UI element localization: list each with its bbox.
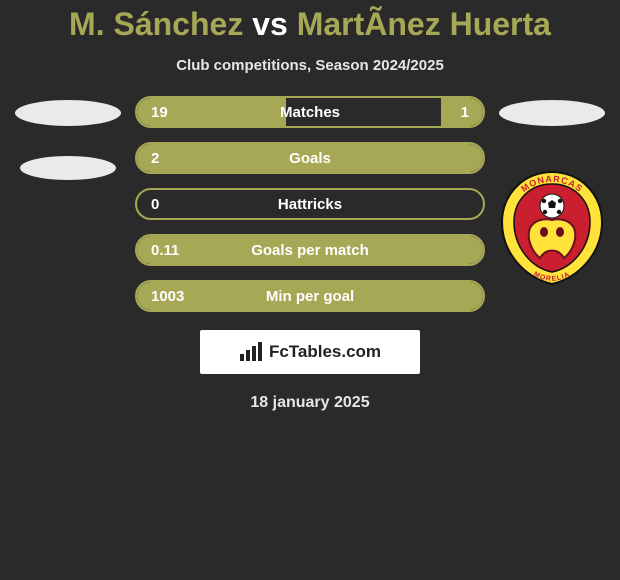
stat-row: 2Goals bbox=[135, 142, 485, 174]
page-title: M. Sánchez vs MartÃ­nez Huerta bbox=[69, 6, 551, 43]
right-side-imagery: MONARCAS MORELIA bbox=[492, 96, 612, 286]
root: M. Sánchez vs MartÃ­nez Huerta Club comp… bbox=[0, 0, 620, 412]
stats-list: 19Matches1 2Goals 0Hattricks 0.11Goals per … bbox=[135, 96, 485, 312]
stat-label: Min per goal bbox=[137, 288, 483, 305]
player1-name: M. Sánchez bbox=[69, 6, 243, 42]
date: 18 january 2025 bbox=[250, 394, 369, 412]
left-side-imagery bbox=[8, 96, 128, 180]
stat-row: 0Hattricks bbox=[135, 188, 485, 220]
vs-text: vs bbox=[252, 6, 288, 42]
stats-area: 19Matches1 2Goals 0Hattricks 0.11Goals per … bbox=[0, 96, 620, 312]
player2-photo-placeholder bbox=[499, 100, 605, 126]
player1-photo-placeholder bbox=[15, 100, 121, 126]
subtitle: Club competitions, Season 2024/2025 bbox=[176, 57, 444, 74]
stat-row: 0.11Goals per match bbox=[135, 234, 485, 266]
player2-name: MartÃ­nez Huerta bbox=[297, 6, 551, 42]
stat-label: Goals bbox=[137, 150, 483, 167]
stat-label: Goals per match bbox=[137, 242, 483, 259]
fctables-text: FcTables.com bbox=[269, 342, 381, 362]
stat-label: Hattricks bbox=[137, 196, 483, 213]
crest-svg: MONARCAS MORELIA bbox=[500, 170, 604, 286]
player1-club-placeholder bbox=[20, 156, 116, 180]
bars-icon bbox=[239, 342, 263, 362]
stat-row: 19Matches1 bbox=[135, 96, 485, 128]
stat-right-value: 1 bbox=[461, 104, 469, 121]
stat-row: 1003Min per goal bbox=[135, 280, 485, 312]
fctables-logo: FcTables.com bbox=[200, 330, 420, 374]
stat-label: Matches bbox=[137, 104, 483, 121]
club-crest: MONARCAS MORELIA bbox=[500, 170, 604, 286]
